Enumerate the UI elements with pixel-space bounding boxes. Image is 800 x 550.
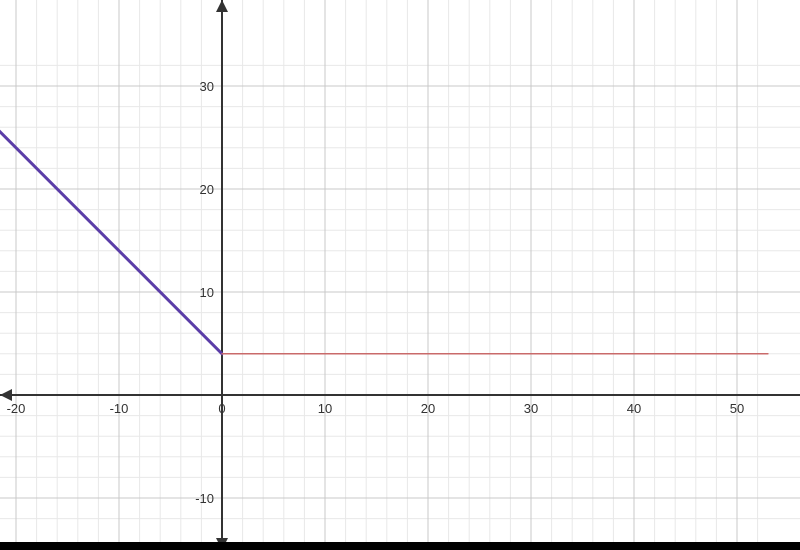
x-tick-label: 40	[627, 401, 641, 416]
y-tick-label: -10	[195, 491, 214, 506]
x-tick-label: 50	[730, 401, 744, 416]
y-tick-label: 10	[200, 285, 214, 300]
y-tick-label: 20	[200, 182, 214, 197]
x-tick-label: 10	[318, 401, 332, 416]
line-chart: -20 -10 0 10 20 30 40 50 -10 10 20 30	[0, 0, 800, 550]
x-tick-label: 0	[218, 401, 225, 416]
x-tick-label: 30	[524, 401, 538, 416]
x-tick-label: -10	[110, 401, 129, 416]
x-tick-label: 20	[421, 401, 435, 416]
chart-background	[0, 0, 800, 550]
y-tick-label: 30	[200, 79, 214, 94]
x-tick-label: -20	[7, 401, 26, 416]
chart-container: -20 -10 0 10 20 30 40 50 -10 10 20 30	[0, 0, 800, 550]
bottom-bar	[0, 542, 800, 550]
